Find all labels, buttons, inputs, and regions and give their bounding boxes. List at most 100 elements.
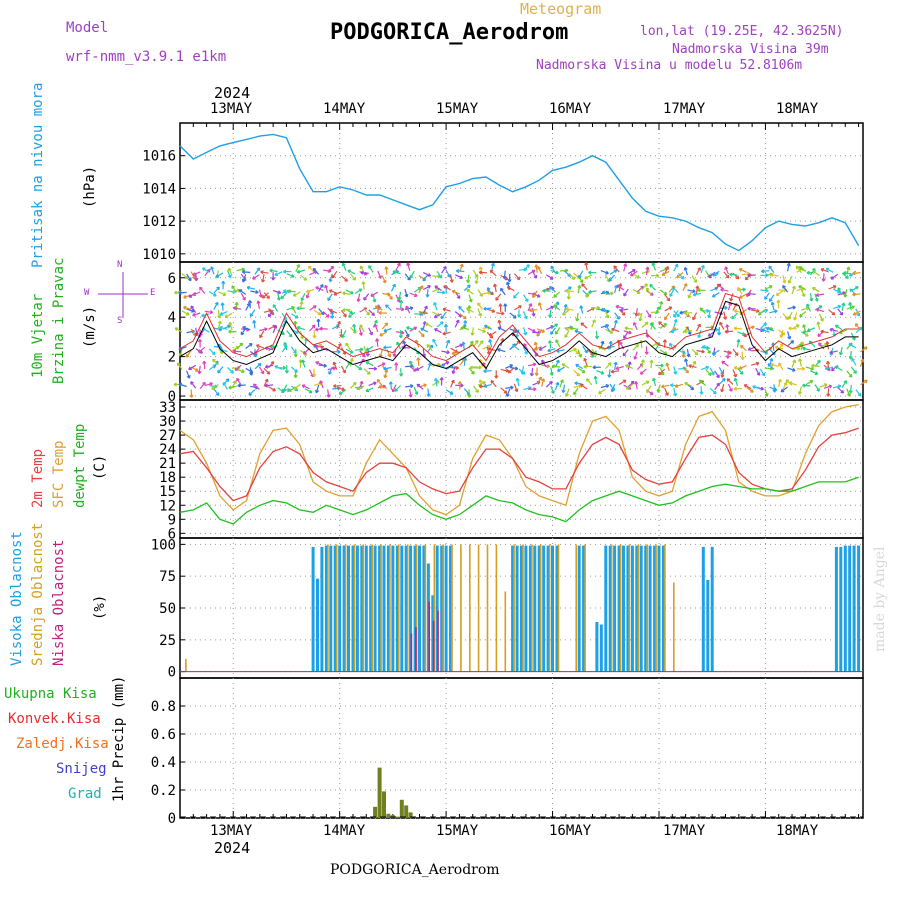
precip-bar: [408, 812, 413, 818]
wind-arrow-head: [564, 335, 568, 338]
cloud-bar-high: [511, 545, 515, 672]
wind-arrow-head: [698, 380, 702, 384]
wind-arrow: [518, 268, 527, 271]
wind-arrow-head: [301, 298, 305, 302]
legend-total-rain: Ukupna Kisa: [4, 686, 97, 702]
wind-arrow: [450, 379, 455, 388]
wind-arrow-head: [537, 302, 540, 306]
wind-arrow-head: [533, 342, 536, 346]
cloud-bar-mid: [469, 544, 471, 672]
wind-arrow: [357, 293, 361, 302]
wind-arrow: [577, 349, 582, 358]
wind-arrow: [830, 273, 839, 280]
wind-arrow: [580, 384, 588, 390]
wind-arrow: [556, 349, 565, 352]
wind-arrow: [536, 329, 543, 337]
wind-arrow: [691, 361, 696, 369]
wind-arrow: [761, 270, 770, 272]
wind-arrow-head: [269, 346, 273, 349]
wind-arrow: [409, 365, 417, 372]
cloud-bar-low: [428, 601, 430, 672]
wind-arrow: [350, 382, 357, 389]
wind-arrow: [664, 387, 669, 396]
wind-arrow-head: [852, 273, 856, 276]
cloud-bar-mid: [424, 544, 427, 672]
wind-arrow-head: [443, 266, 447, 269]
wind-arrow-head: [457, 381, 461, 385]
wind-arrow: [413, 386, 418, 395]
wind-arrow: [672, 286, 679, 294]
wind-arrow: [682, 283, 688, 291]
wind-arrow: [202, 267, 210, 273]
wind-arrow-head: [697, 267, 701, 270]
ytick-label: 1010: [142, 247, 176, 263]
wind-arrow: [768, 265, 775, 273]
wind-arrow-head: [683, 312, 687, 315]
wind-arrow-head: [402, 340, 405, 344]
wind-arrow-head: [733, 367, 737, 370]
wind-arrow: [434, 313, 442, 319]
cloud-bar-high: [413, 545, 417, 672]
wind-arrow-head: [210, 266, 212, 270]
wind-arrow: [192, 312, 201, 317]
wind-arrow-head: [844, 294, 848, 298]
wind-arrow-head: [640, 285, 644, 288]
wind-arrow-head: [806, 333, 809, 337]
wind-arrow: [215, 272, 224, 278]
wind-arrow: [483, 384, 492, 387]
wind-arrow-head: [605, 290, 610, 293]
wind-arrow-head: [186, 275, 189, 279]
wind-arrow: [616, 284, 625, 291]
wind-arrow-head: [785, 379, 788, 383]
wind-arrow: [300, 293, 306, 301]
wind-arrow: [539, 345, 547, 351]
wind-arrow-head: [202, 381, 206, 384]
wind-arrow-head: [464, 315, 467, 319]
wind-arrow: [811, 365, 820, 367]
wind-arrow: [614, 320, 617, 329]
wind-arrow-head: [228, 331, 232, 334]
wind-arrow: [611, 370, 620, 373]
wind-arrow-head: [555, 270, 559, 274]
wind-arrow-head: [406, 326, 410, 331]
wind-arrow: [577, 367, 586, 374]
wind-arrow: [736, 339, 740, 348]
wind-arrow: [347, 269, 356, 275]
wind-arrow: [460, 326, 470, 330]
wind-arrow: [787, 263, 790, 272]
wind-arrow: [467, 274, 470, 283]
wind-arrow: [611, 328, 620, 333]
cloud-bar-high: [351, 545, 355, 672]
wind-arrow-head: [823, 383, 828, 385]
wind-arrow-head: [332, 366, 336, 369]
legend-conv-rain: Konvek.Kisa: [8, 711, 101, 727]
wind-arrow-head: [716, 284, 720, 288]
wind-arrow-head: [783, 382, 787, 385]
meteogram-label: Meteogram: [520, 0, 602, 18]
wind-arrow: [390, 284, 396, 292]
model-elevation-label: Nadmorska Visina u modelu 52.8106m: [536, 58, 803, 73]
wind-arrow: [684, 267, 688, 276]
cloud-bar-high: [311, 546, 315, 672]
wind-arrow-head: [232, 350, 236, 354]
wind-arrow-head: [536, 372, 539, 376]
wind-arrow: [727, 383, 733, 392]
wind-arrow: [268, 386, 276, 392]
wind-arrow-head: [512, 344, 515, 348]
wind-arrow-head: [443, 324, 447, 328]
wind-arrow-head: [742, 356, 745, 360]
cloud-bar-high: [608, 545, 612, 672]
wind-arrow-head: [426, 344, 429, 348]
wind-arrow: [564, 330, 570, 338]
wind-arrow-head: [553, 304, 556, 308]
wind-arrow-head: [218, 315, 222, 319]
wind-arrow-head: [375, 338, 378, 342]
wind-arrow: [737, 287, 743, 295]
cloud-bar-high: [630, 545, 634, 672]
wind-arrow-head: [268, 314, 272, 318]
cloud-bar-low: [437, 610, 439, 672]
wind-arrow-head: [497, 327, 501, 331]
wind-arrow-head: [196, 332, 199, 336]
wind-arrow-head: [769, 299, 773, 303]
wind-arrow: [370, 291, 379, 297]
